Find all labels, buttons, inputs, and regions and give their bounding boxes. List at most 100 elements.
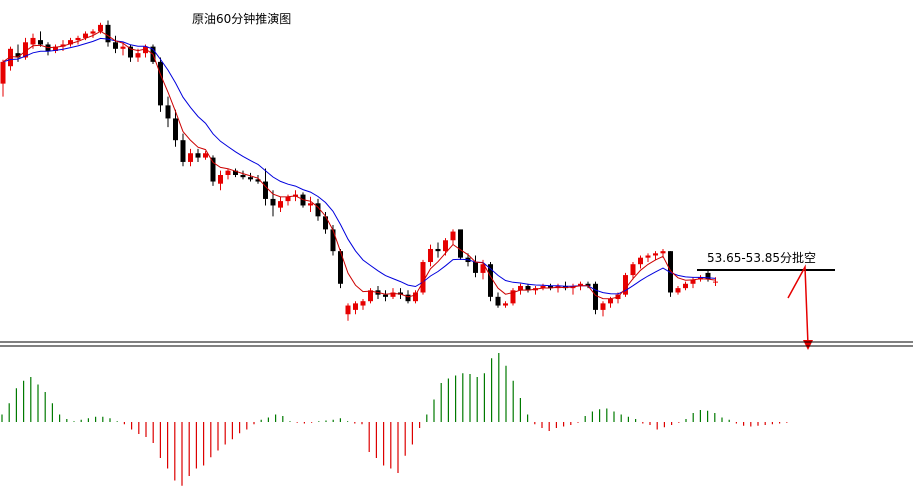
candle — [420, 259, 426, 295]
candle-body-down — [105, 24, 111, 43]
candle-body-up — [53, 46, 58, 51]
candle-body-up — [368, 290, 373, 302]
candlestick-series — [0, 20, 718, 321]
candle-body-up — [285, 196, 291, 202]
candle-body-up — [218, 175, 223, 184]
candle — [593, 281, 598, 315]
candle-body-down — [165, 105, 171, 119]
candle-body-up — [675, 288, 681, 293]
candle — [68, 37, 73, 47]
candle — [518, 283, 523, 295]
candle-body-down — [210, 157, 216, 182]
candle-body-up — [608, 299, 613, 304]
candle-body-up — [540, 285, 546, 289]
candle-body-up — [0, 61, 6, 84]
candle-body-up — [278, 201, 283, 208]
candle-body-up — [60, 44, 66, 47]
candle — [323, 211, 328, 234]
candle — [75, 35, 81, 45]
candle-body-down — [435, 248, 441, 252]
candle — [555, 283, 561, 293]
candle — [128, 44, 133, 62]
candle-body-up — [450, 231, 456, 241]
candle — [585, 281, 591, 289]
candle-body-up — [225, 170, 231, 175]
candle — [218, 170, 223, 191]
candle-body-up — [360, 301, 366, 306]
candle-body-up — [638, 257, 643, 265]
candle — [705, 270, 711, 282]
candle-body-up — [98, 24, 103, 32]
candle-body-down — [113, 42, 118, 49]
candle-body-down — [585, 283, 591, 286]
candle-body-up — [353, 303, 358, 310]
candle-body-down — [593, 283, 598, 310]
candle — [45, 42, 51, 56]
candle-body-down — [180, 140, 186, 162]
candle-body-down — [495, 296, 501, 306]
forecast-path — [787, 264, 809, 346]
moving-average-fast-line — [2, 30, 716, 300]
candle — [8, 46, 13, 71]
candle-body-down — [240, 175, 246, 178]
candle-body-up — [660, 251, 666, 254]
candle — [690, 277, 696, 289]
candle — [668, 251, 673, 297]
candle-body-down — [255, 179, 261, 182]
candle — [158, 57, 163, 112]
candle — [210, 155, 216, 186]
candle — [345, 303, 351, 321]
candle — [225, 168, 231, 180]
candle — [38, 31, 43, 47]
candle-body-up — [68, 40, 73, 45]
candle — [188, 148, 193, 167]
candle — [473, 255, 478, 278]
candle — [248, 172, 253, 182]
candle — [315, 198, 321, 221]
candle-body-down — [270, 198, 276, 206]
target-zone-label: 53.65-53.85分批空 — [707, 250, 816, 265]
candle — [413, 290, 418, 304]
candle — [713, 277, 718, 286]
candle — [113, 35, 118, 54]
candle-body-up — [135, 53, 141, 58]
candle — [180, 133, 186, 167]
candle-body-up — [503, 303, 508, 306]
candle-body-up — [480, 264, 486, 273]
candle — [623, 272, 628, 297]
forecast-arrow — [787, 264, 813, 350]
candle-body-up — [23, 42, 28, 58]
candle — [503, 301, 508, 308]
candle — [120, 42, 126, 56]
candle-body-down — [383, 294, 388, 297]
candle-body-up — [683, 283, 688, 289]
candle-body-down — [158, 61, 163, 106]
candle-body-up — [413, 292, 418, 302]
chart-title: 原油60分钟推演图 — [192, 11, 291, 26]
candle — [173, 109, 178, 147]
candle-body-up — [345, 305, 351, 315]
candle-body-up — [188, 153, 193, 162]
candle-body-up — [645, 255, 651, 258]
candle — [368, 288, 373, 304]
candle — [630, 262, 636, 280]
candle — [165, 96, 171, 128]
candle — [548, 283, 553, 291]
candle — [495, 292, 501, 308]
candle-body-down — [233, 170, 238, 175]
candle — [360, 299, 366, 310]
candle-body-down — [405, 294, 411, 302]
candle-body-up — [308, 203, 313, 206]
candle — [53, 44, 58, 54]
candle — [278, 196, 283, 212]
candle — [233, 168, 238, 178]
candle-body-up — [578, 283, 583, 286]
candle — [435, 242, 441, 258]
candle-body-up — [713, 281, 718, 283]
candle-body-up — [90, 31, 96, 34]
candle-body-down — [128, 46, 133, 58]
candle-body-up — [443, 240, 448, 252]
candle-body-up — [420, 262, 426, 293]
candle — [600, 301, 606, 317]
